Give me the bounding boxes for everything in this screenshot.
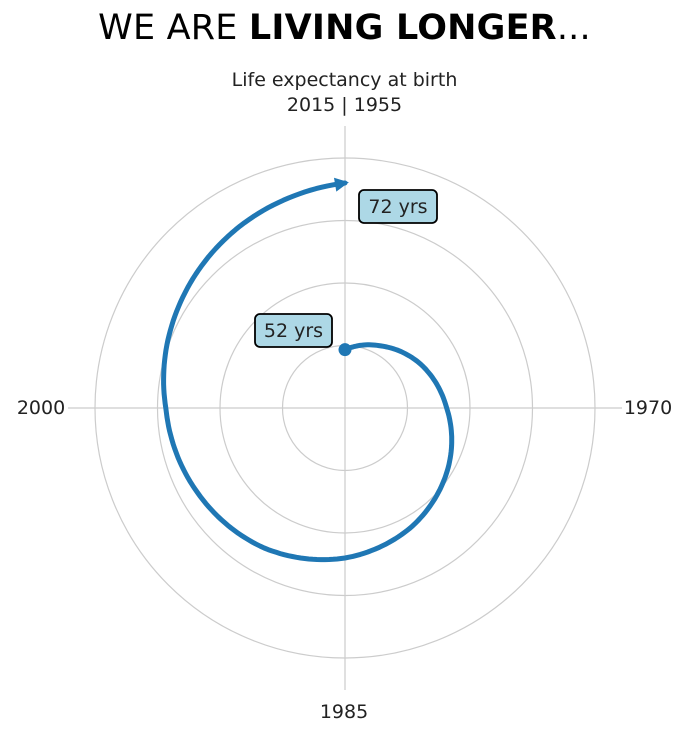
annotation-label-1: 52 yrs	[264, 320, 323, 342]
angular-tick-2000: 2000	[17, 397, 65, 419]
annotation-label-2: 72 yrs	[368, 196, 427, 218]
chart-subtitle: Life expectancy at birth	[231, 69, 458, 91]
title-normal: WE ARE	[98, 8, 249, 48]
annotation-box-1	[254, 313, 333, 348]
angular-tick-1970: 1970	[624, 397, 672, 419]
life-expectancy-line	[161, 180, 455, 563]
angular-tick-1985: 1985	[320, 701, 368, 723]
chart-title: WE ARE LIVING LONGER...	[0, 8, 689, 48]
annotation-box-2	[358, 189, 438, 224]
start-point-marker	[338, 343, 352, 357]
end-arrowhead	[334, 177, 349, 192]
title-suffix: ...	[556, 8, 591, 48]
angular-tick-top: 2015 | 1955	[286, 94, 403, 116]
title-bold: LIVING LONGER	[248, 8, 557, 48]
